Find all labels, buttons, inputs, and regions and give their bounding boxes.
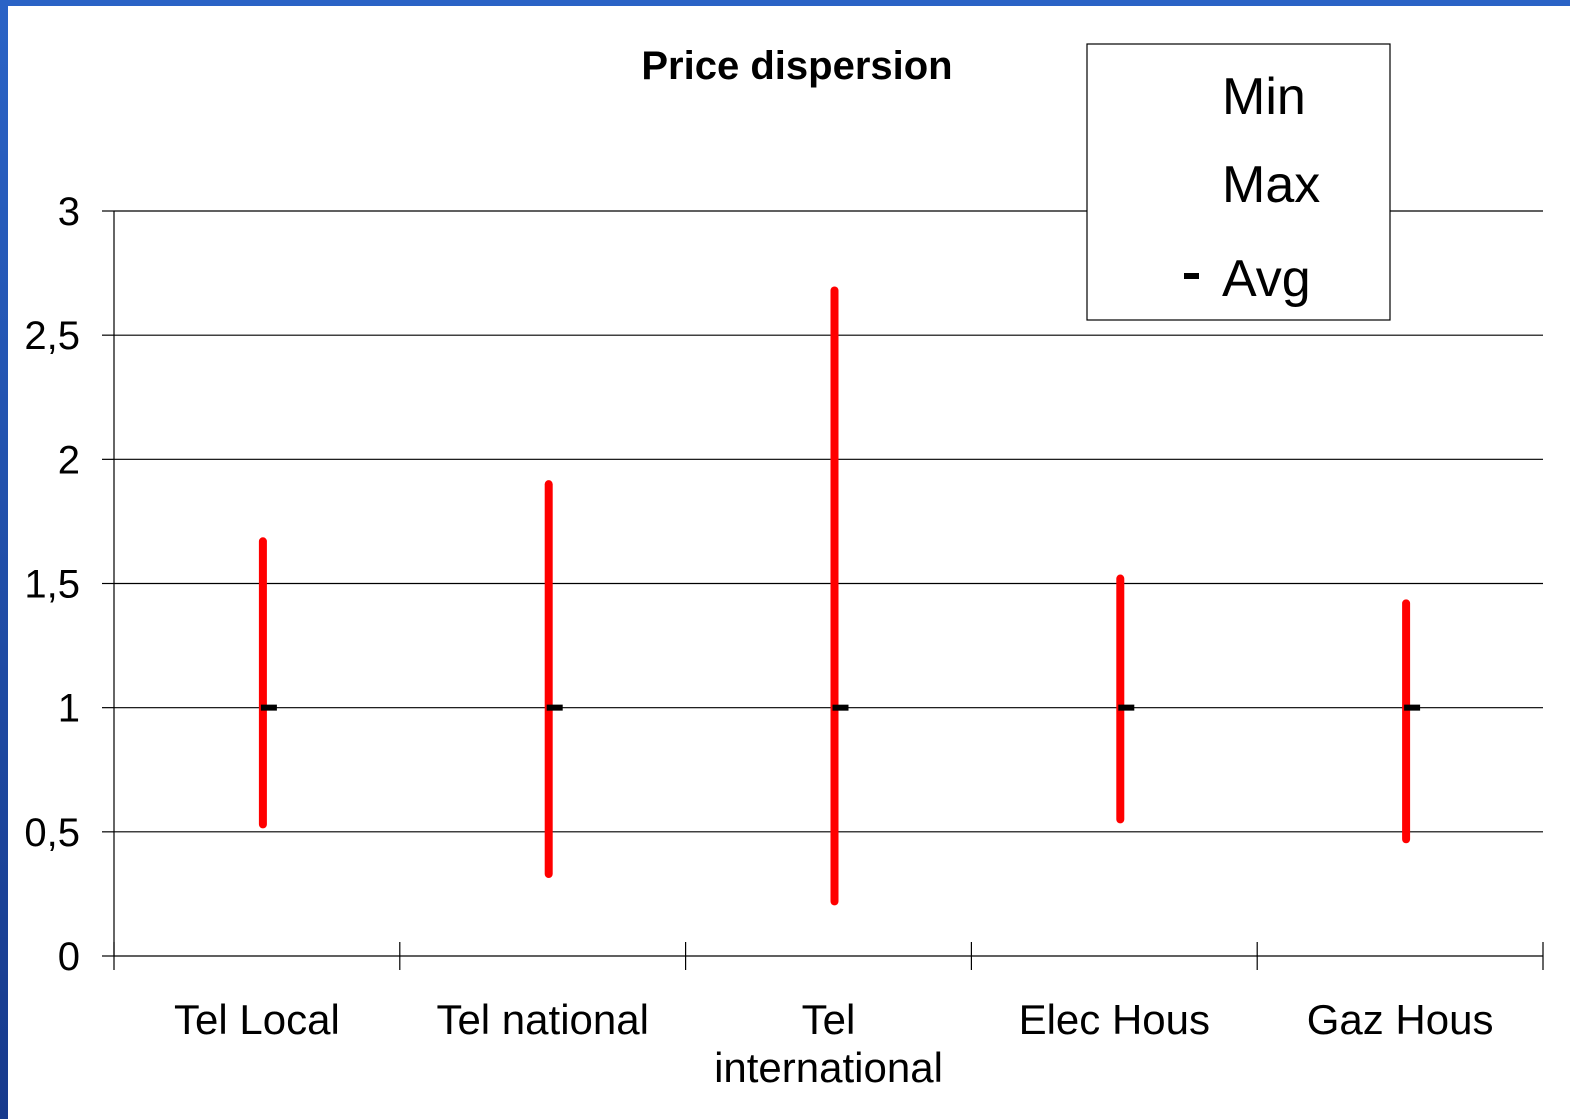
y-tick-label: 0,5 (24, 811, 80, 855)
chart-title: Price dispersion (641, 44, 952, 88)
x-tick-label: Elec Hous (1019, 996, 1210, 1043)
y-axis-ticks: 0 0,5 1 1,5 2 2,5 3 (24, 190, 80, 979)
legend-entry: Max (1222, 156, 1320, 214)
y-tick-label: 1,5 (24, 563, 80, 607)
legend-box (1086, 43, 1391, 321)
x-axis-ticks: Tel Local Tel national Tel international Ele… (174, 996, 1493, 1091)
y-tick-label: 2,5 (24, 314, 80, 358)
price-dispersion-chart: Price dispersion 0 0,5 1 1,5 2 2,5 3 Tel Local… (24, 43, 1544, 1091)
legend-entry: Avg (1222, 250, 1311, 308)
y-tick-label: 1 (58, 687, 80, 731)
x-tick-label: Tel Local (174, 996, 340, 1043)
legend: Min Max Avg (1086, 43, 1391, 321)
y-tick-label: 2 (58, 438, 80, 482)
y-tick-label: 3 (58, 190, 80, 234)
x-tick-label: Tel national (436, 996, 648, 1043)
legend-entry: Min (1222, 68, 1306, 126)
chart-panel: Price dispersion 0 0,5 1 1,5 2 2,5 3 Tel Local… (8, 6, 1570, 1119)
x-tick-label: Gaz Hous (1307, 996, 1494, 1043)
axes (102, 210, 1544, 970)
x-tick-label: Tel international (714, 996, 943, 1091)
y-tick-label: 0 (58, 935, 80, 979)
gridlines (114, 210, 1543, 833)
range-series (258, 286, 1421, 906)
